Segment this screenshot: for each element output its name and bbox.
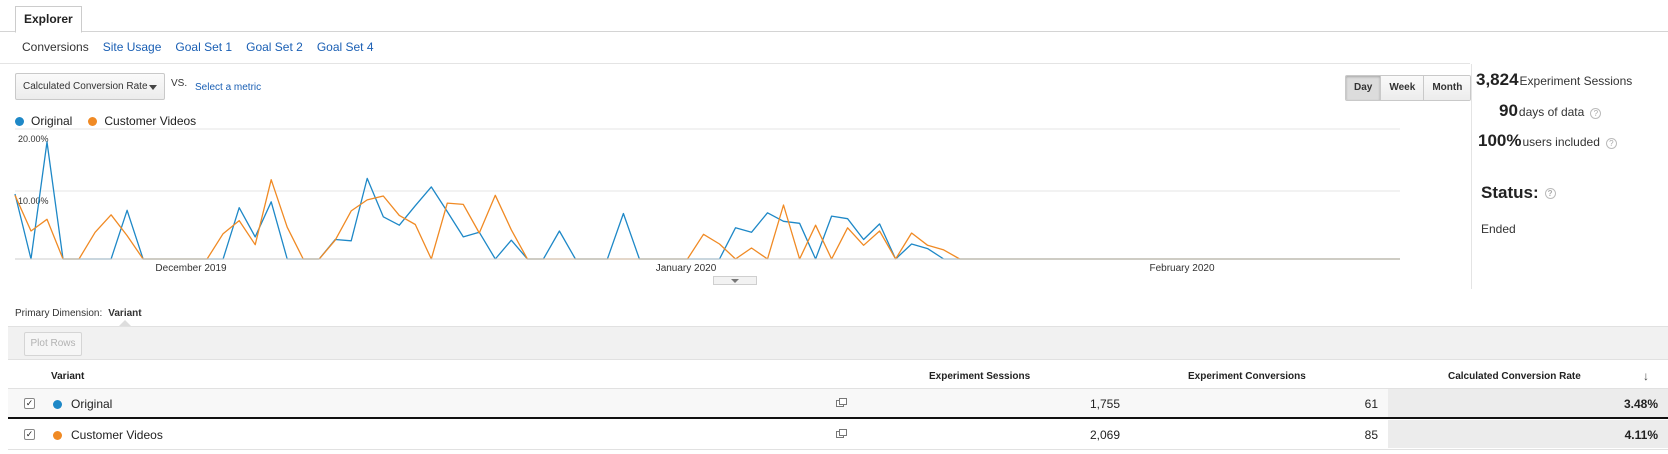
dimension-pointer	[119, 320, 131, 326]
metric-dropdown-value: Calculated Conversion Rate	[23, 81, 148, 92]
rate-value: 3.48%	[1623, 397, 1658, 411]
legend-label-customer-videos: Customer Videos	[104, 114, 197, 128]
rate-value: 4.11%	[1624, 428, 1658, 442]
subtab-site-usage[interactable]: Site Usage	[102, 40, 162, 54]
users-value: 100%	[1478, 131, 1522, 150]
summary-divider	[1471, 64, 1472, 289]
legend-item-customer-videos[interactable]: Customer Videos	[88, 114, 196, 128]
column-header-variant[interactable]: Variant	[51, 371, 85, 382]
customer-videos-dot-icon	[88, 116, 98, 126]
x-tick-label-january: January 2020	[656, 263, 717, 273]
variant-name: Customer Videos	[71, 428, 163, 442]
x-tick-label-december: December 2019	[155, 263, 227, 273]
original-dot-icon	[15, 116, 24, 126]
sessions-cell: 1,755	[1089, 397, 1120, 411]
vs-label: VS.	[171, 78, 188, 89]
compare-icon[interactable]	[836, 429, 847, 439]
primary-dimension-label: Primary Dimension:	[15, 308, 103, 319]
subtab-conversions[interactable]: Conversions	[22, 40, 89, 54]
subtab-goal-set-2[interactable]: Goal Set 2	[246, 40, 303, 54]
line-chart[interactable]: 20.00% 10.00% December 2019 January 2020…	[0, 125, 1400, 273]
row-checkbox[interactable]: ✓	[24, 398, 35, 409]
legend-item-original[interactable]: Original	[15, 114, 72, 128]
sessions-label: Experiment Sessions	[1519, 74, 1633, 88]
table-row: ✓ Original 1,755 61 3.48%	[8, 389, 1668, 419]
row-checkbox[interactable]: ✓	[24, 429, 35, 440]
stat-days: 90 days of data ?	[1499, 101, 1602, 121]
column-header-conversions[interactable]: Experiment Conversions	[1188, 371, 1306, 382]
stat-sessions: 3,824 Experiment Sessions	[1476, 70, 1632, 90]
compare-icon[interactable]	[836, 398, 847, 408]
conversions-cell: 85	[1364, 428, 1378, 442]
week-button[interactable]: Week	[1381, 76, 1425, 100]
subtab-goal-set-1[interactable]: Goal Set 1	[175, 40, 233, 54]
toolbar-divider	[0, 63, 1470, 64]
help-icon[interactable]: ?	[1590, 108, 1602, 119]
days-label: days of data	[1518, 105, 1585, 119]
status-label: Status:	[1481, 183, 1539, 202]
chart-collapse-handle[interactable]	[713, 276, 757, 286]
table-header: Variant Experiment Sessions Experiment C…	[8, 362, 1668, 389]
y-tick-label-10: 10.00%	[18, 196, 49, 206]
series-line-customer-videos[interactable]	[14, 179, 1400, 260]
rate-cell: 3.48%	[1388, 389, 1668, 417]
tab-explorer[interactable]: Explorer	[15, 6, 82, 33]
sessions-cell: 2,069	[1089, 428, 1120, 442]
series-layer	[14, 141, 1400, 260]
rate-cell: 4.11%	[1388, 420, 1668, 448]
status-value: Ended	[1481, 222, 1516, 236]
day-button[interactable]: Day	[1346, 76, 1382, 100]
help-icon[interactable]: ?	[1605, 138, 1617, 149]
table-toolbar	[8, 326, 1668, 360]
chevron-down-icon	[731, 279, 739, 283]
days-value: 90	[1499, 101, 1518, 120]
subtab-bar: Conversions Site Usage Goal Set 1 Goal S…	[22, 40, 374, 54]
sort-down-icon[interactable]: ↓	[1643, 369, 1649, 383]
column-header-rate[interactable]: Calculated Conversion Rate	[1448, 371, 1581, 382]
chart-legend: Original Customer Videos	[15, 114, 196, 128]
plot-rows-button[interactable]: Plot Rows	[24, 332, 82, 356]
stat-users: 100% users included ?	[1478, 131, 1617, 151]
original-dot-icon	[53, 400, 62, 409]
variant-name: Original	[71, 397, 113, 411]
metric-dropdown[interactable]: Calculated Conversion Rate	[15, 73, 165, 100]
customer-videos-dot-icon	[53, 431, 62, 440]
table-row: ✓ Customer Videos 2,069 85 4.11%	[8, 420, 1668, 450]
tab-strip: Explorer	[0, 0, 1668, 33]
help-icon[interactable]: ?	[1544, 187, 1556, 199]
status-heading: Status: ?	[1481, 183, 1556, 203]
legend-label-original: Original	[31, 114, 73, 128]
primary-dimension-value[interactable]: Variant	[108, 308, 142, 319]
primary-dimension: Primary Dimension: Variant	[15, 308, 142, 319]
conversions-cell: 61	[1364, 397, 1378, 411]
period-toggle: Day Week Month	[1345, 75, 1472, 101]
caret-down-icon	[149, 85, 157, 90]
subtab-goal-set-4[interactable]: Goal Set 4	[316, 40, 374, 54]
sessions-value: 3,824	[1476, 70, 1519, 89]
users-label: users included	[1522, 135, 1600, 149]
month-button[interactable]: Month	[1424, 76, 1471, 100]
x-tick-label-february: February 2020	[1149, 263, 1214, 273]
column-header-sessions[interactable]: Experiment Sessions	[929, 371, 1031, 382]
series-line-original[interactable]	[14, 141, 1400, 260]
y-tick-label-20: 20.00%	[18, 134, 49, 144]
select-metric-link[interactable]: Select a metric	[195, 82, 262, 93]
